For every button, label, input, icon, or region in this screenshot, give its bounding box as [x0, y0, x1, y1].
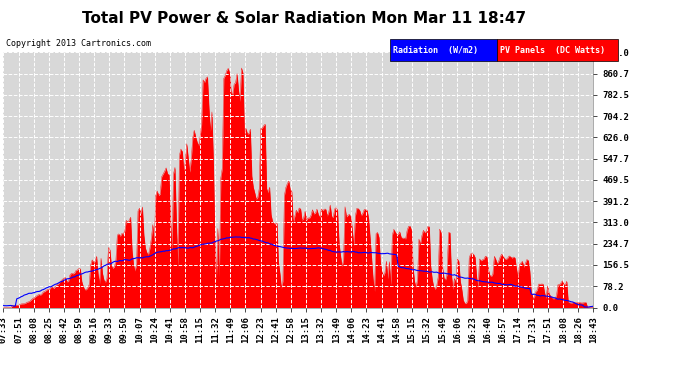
Text: PV Panels  (DC Watts): PV Panels (DC Watts) [500, 46, 604, 55]
Text: Radiation  (W/m2): Radiation (W/m2) [393, 46, 477, 55]
Text: Copyright 2013 Cartronics.com: Copyright 2013 Cartronics.com [6, 39, 150, 48]
Text: Total PV Power & Solar Radiation Mon Mar 11 18:47: Total PV Power & Solar Radiation Mon Mar… [81, 11, 526, 26]
